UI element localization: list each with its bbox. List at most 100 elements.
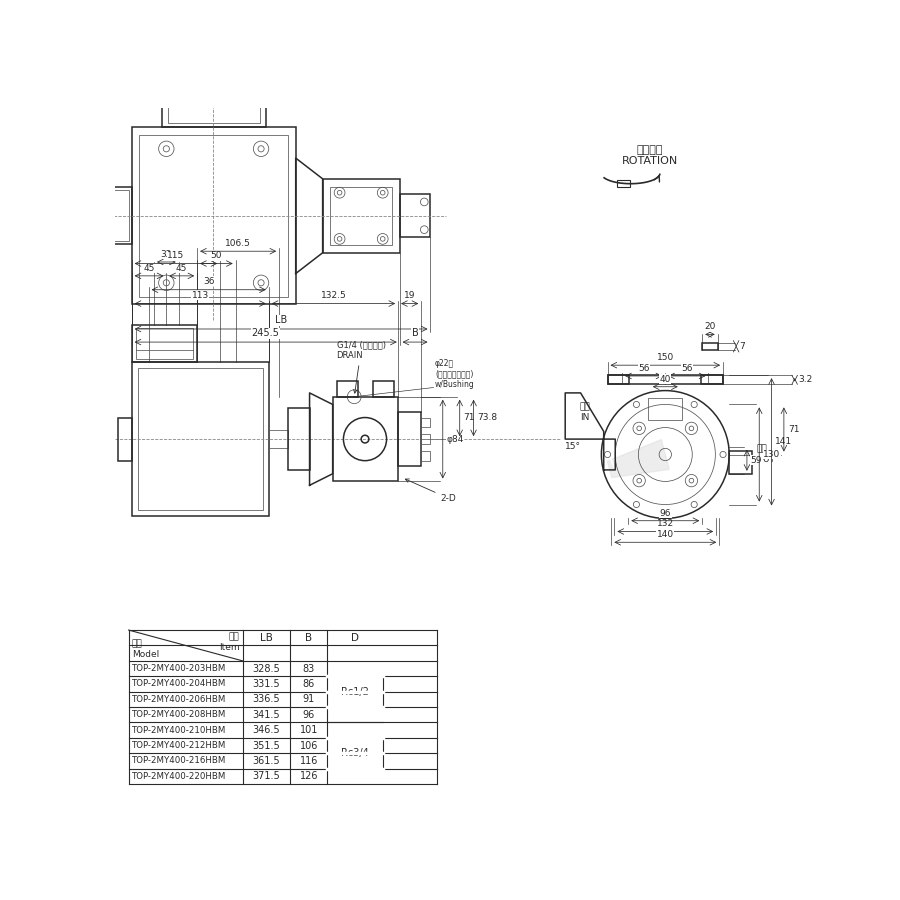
Bar bbox=[608, 375, 629, 384]
Text: 45: 45 bbox=[143, 264, 155, 273]
Bar bbox=[168, 94, 259, 122]
Bar bbox=[269, 430, 288, 448]
Bar bbox=[421, 435, 430, 444]
Text: 106.5: 106.5 bbox=[225, 239, 251, 248]
Text: 形式
Model: 形式 Model bbox=[131, 639, 159, 659]
Bar bbox=[421, 418, 430, 427]
Text: TOP-2MY400-208HBM: TOP-2MY400-208HBM bbox=[131, 710, 226, 719]
Text: 113: 113 bbox=[192, 291, 209, 300]
Text: B: B bbox=[411, 328, 418, 338]
Text: 73.8: 73.8 bbox=[477, 413, 498, 422]
Text: TOP-2MY400-204HBM: TOP-2MY400-204HBM bbox=[131, 680, 226, 688]
Bar bbox=[729, 451, 752, 473]
Text: Rc3/4: Rc3/4 bbox=[341, 748, 369, 759]
Text: 56: 56 bbox=[638, 364, 650, 373]
Bar bbox=[701, 375, 723, 384]
Text: 361.5: 361.5 bbox=[253, 756, 280, 766]
Text: 351.5: 351.5 bbox=[253, 741, 280, 751]
Bar bbox=[648, 399, 682, 419]
Text: 130: 130 bbox=[763, 450, 780, 459]
Text: 83: 83 bbox=[302, 663, 315, 673]
Text: 59: 59 bbox=[751, 455, 762, 464]
Text: 115: 115 bbox=[167, 251, 184, 260]
Text: 116: 116 bbox=[300, 756, 318, 766]
Bar bbox=[140, 135, 288, 297]
Bar bbox=[162, 89, 266, 127]
Text: Rc1/2: Rc1/2 bbox=[341, 687, 369, 697]
Text: G1/4 (ドレン穴)
DRAIN: G1/4 (ドレン穴) DRAIN bbox=[337, 341, 385, 393]
Text: 245.5: 245.5 bbox=[252, 328, 280, 338]
Polygon shape bbox=[608, 439, 670, 478]
Bar bbox=[617, 179, 630, 187]
Text: 371.5: 371.5 bbox=[253, 771, 280, 781]
Bar bbox=[608, 375, 723, 384]
Text: 141: 141 bbox=[776, 437, 793, 446]
Text: 132.5: 132.5 bbox=[320, 291, 346, 300]
Text: 40: 40 bbox=[660, 374, 671, 383]
Text: 336.5: 336.5 bbox=[253, 695, 280, 705]
Bar bbox=[373, 382, 394, 397]
Text: 96: 96 bbox=[660, 508, 671, 518]
Bar bbox=[333, 397, 398, 482]
Polygon shape bbox=[310, 393, 333, 485]
Bar bbox=[131, 127, 296, 304]
Text: 96: 96 bbox=[302, 710, 315, 720]
Text: 86: 86 bbox=[302, 679, 315, 689]
Text: 106: 106 bbox=[300, 741, 318, 751]
Polygon shape bbox=[565, 393, 616, 470]
Text: 項目
Item: 項目 Item bbox=[219, 633, 239, 652]
Text: 101: 101 bbox=[300, 725, 318, 735]
Text: 36: 36 bbox=[202, 277, 214, 286]
Text: 7: 7 bbox=[739, 342, 745, 351]
Text: D: D bbox=[351, 633, 359, 643]
Text: 331.5: 331.5 bbox=[253, 679, 280, 689]
Text: 回転方向: 回転方向 bbox=[636, 145, 663, 156]
Bar bbox=[136, 328, 194, 359]
Text: LB: LB bbox=[260, 633, 273, 643]
Bar bbox=[99, 186, 131, 244]
Text: 140: 140 bbox=[657, 530, 674, 539]
Polygon shape bbox=[296, 158, 322, 274]
Bar bbox=[702, 343, 717, 350]
Bar bbox=[103, 190, 129, 241]
Text: 3.2: 3.2 bbox=[798, 375, 813, 384]
Bar bbox=[330, 186, 392, 245]
Text: 2-D: 2-D bbox=[405, 479, 456, 503]
Bar bbox=[138, 368, 263, 510]
Bar bbox=[288, 409, 310, 470]
Text: 341.5: 341.5 bbox=[253, 710, 280, 720]
Bar bbox=[421, 452, 430, 461]
Text: 132: 132 bbox=[657, 519, 674, 528]
Text: TOP-2MY400-203HBM: TOP-2MY400-203HBM bbox=[131, 664, 226, 673]
Text: TOP-2MY400-220HBM: TOP-2MY400-220HBM bbox=[131, 772, 226, 781]
Text: 20: 20 bbox=[705, 322, 716, 331]
Bar bbox=[337, 382, 358, 397]
Text: TOP-2MY400-212HBM: TOP-2MY400-212HBM bbox=[131, 741, 226, 750]
Text: 50: 50 bbox=[211, 251, 222, 260]
Text: 15°: 15° bbox=[565, 442, 581, 451]
Bar bbox=[400, 194, 430, 238]
Text: 71: 71 bbox=[788, 425, 799, 434]
Text: 吸入
IN: 吸入 IN bbox=[579, 402, 590, 422]
Text: 32: 32 bbox=[161, 250, 172, 259]
Text: 346.5: 346.5 bbox=[253, 725, 280, 735]
Text: B: B bbox=[305, 633, 312, 643]
Bar bbox=[131, 325, 197, 362]
Text: 19: 19 bbox=[404, 291, 416, 300]
Text: φ22穴
(ゴムブッシュ付)
w/Bushing: φ22穴 (ゴムブッシュ付) w/Bushing bbox=[435, 359, 475, 389]
Bar bbox=[398, 412, 421, 466]
Text: 150: 150 bbox=[657, 353, 674, 362]
Bar bbox=[322, 179, 400, 253]
Text: TOP-2MY400-210HBM: TOP-2MY400-210HBM bbox=[131, 725, 226, 734]
Text: φ84: φ84 bbox=[446, 435, 464, 444]
Text: 91: 91 bbox=[302, 695, 315, 705]
Text: 328.5: 328.5 bbox=[253, 663, 280, 673]
Text: ROTATION: ROTATION bbox=[622, 156, 678, 166]
Text: 45: 45 bbox=[176, 264, 187, 273]
Text: LB: LB bbox=[274, 315, 287, 325]
Text: TOP-2MY400-206HBM: TOP-2MY400-206HBM bbox=[131, 695, 226, 704]
Text: TOP-2MY400-216HBM: TOP-2MY400-216HBM bbox=[131, 757, 226, 766]
Bar bbox=[118, 418, 131, 461]
Bar bbox=[131, 362, 269, 516]
Text: 71: 71 bbox=[464, 413, 475, 422]
